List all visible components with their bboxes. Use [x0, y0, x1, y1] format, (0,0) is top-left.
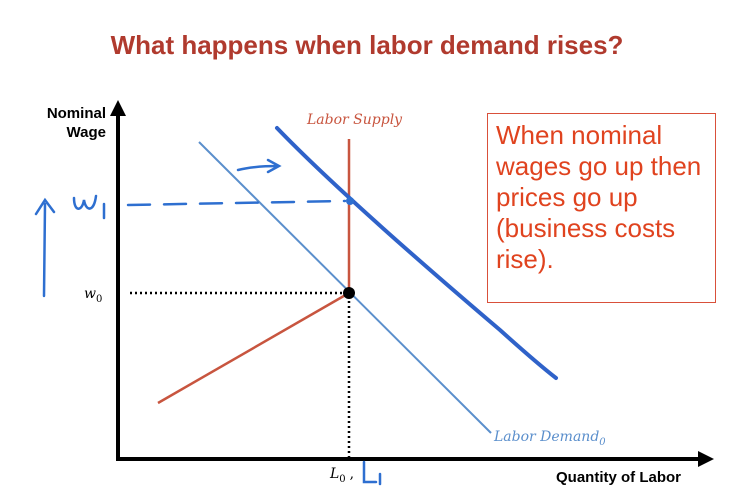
- labor-supply-lower: [157, 291, 350, 405]
- L-separator: ,: [350, 466, 354, 482]
- w0-subscript: 0: [96, 294, 102, 305]
- L0-subscript: 0: [339, 474, 345, 485]
- labor-demand-label-text: Labor Demand: [493, 429, 599, 445]
- L0-label: L0,: [329, 466, 354, 485]
- labor-supply-label: Labor Supply: [306, 112, 403, 128]
- labor-demand-subscript: 0: [599, 437, 606, 448]
- y-axis-label-line1: Nominal: [46, 105, 106, 122]
- callout-box: When nominal wages go up then prices go …: [487, 113, 716, 303]
- x-axis-arrowhead: [698, 451, 714, 467]
- x-axis-label: Quantity of Labor: [556, 469, 681, 486]
- y-axis-arrowhead: [110, 100, 126, 116]
- labor-demand-curve: [198, 141, 492, 434]
- new-equilibrium-point: [346, 197, 354, 205]
- w1-dashed-line: [126, 199, 347, 207]
- w0-label: w0: [84, 286, 102, 305]
- slide-title: What happens when labor demand rises?: [110, 30, 624, 60]
- y-axis-label: Nominal Wage: [20, 104, 106, 142]
- L1-handwritten-mark: [362, 460, 382, 486]
- w1-handwritten-mark: [72, 194, 106, 220]
- w0-main: w: [84, 286, 96, 302]
- wage-rise-arrow-icon: [34, 197, 56, 298]
- L0-main: L: [329, 466, 339, 482]
- y-axis-label-line2: Wage: [66, 124, 106, 141]
- new-labor-demand-curve: [275, 126, 558, 380]
- labor-demand-label: Labor Demand0: [493, 429, 606, 448]
- equilibrium-point: [343, 287, 355, 299]
- shift-right-arrow-icon: [236, 158, 282, 174]
